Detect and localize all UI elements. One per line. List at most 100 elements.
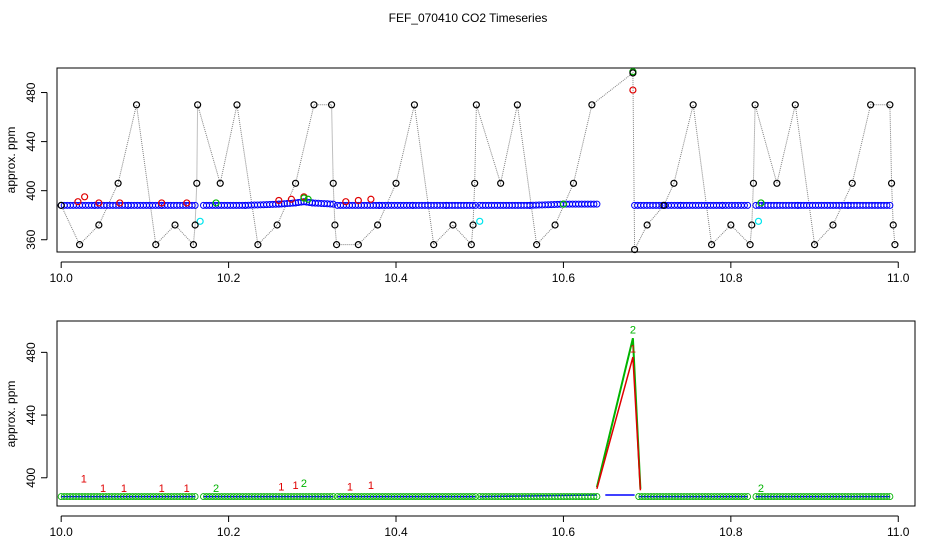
red-point-label: 1 — [100, 483, 106, 495]
green-point — [472, 493, 479, 501]
spike-point — [670, 179, 678, 187]
baseline-point — [472, 201, 480, 209]
p2-y-tick-label: 480 — [24, 342, 38, 362]
panel-bottom-x-axis: 10.0 10.2 10.4 10.6 10.8 11.0 — [50, 515, 910, 539]
p1-x-tick-label: 11.0 — [887, 271, 910, 285]
panel-bottom-y-axis: 400 440 480 — [24, 342, 48, 488]
spike-point — [551, 221, 559, 229]
p1-y-tick-label: 400 — [24, 180, 38, 200]
panel-bottom-ylabel: approx. ppm — [4, 381, 18, 448]
spike-point — [629, 69, 637, 77]
red-point — [629, 86, 637, 94]
spike-point — [569, 179, 578, 187]
baseline-point — [326, 200, 334, 208]
p1-x-tick-label: 10.2 — [217, 271, 241, 285]
p2-y-tick-label: 400 — [24, 467, 38, 487]
spike-point — [848, 179, 856, 187]
red-point — [367, 195, 375, 203]
spike-point — [449, 221, 457, 229]
p2-x-tick-label: 10.8 — [719, 525, 743, 539]
red-point — [183, 199, 191, 207]
red-point — [275, 196, 283, 205]
spike-point — [273, 221, 281, 229]
spike-point — [749, 179, 758, 187]
red-point-label: 1 — [630, 343, 636, 355]
red-point-label: 1 — [81, 473, 87, 485]
spike-point — [114, 179, 122, 187]
green-point — [191, 493, 199, 501]
spike-point — [193, 179, 201, 187]
spike-point — [430, 241, 438, 249]
p1-y-tick-label: 360 — [24, 229, 38, 249]
spike-point — [751, 101, 759, 109]
spike-point — [410, 101, 419, 109]
baseline-point — [593, 200, 601, 208]
green-point-label: 2 — [213, 483, 219, 495]
red-point-label: 1 — [293, 480, 299, 492]
red-point — [158, 199, 166, 207]
spike-point — [152, 241, 160, 249]
spike-point — [773, 179, 781, 187]
spike-point — [791, 101, 799, 109]
green-point — [300, 194, 308, 202]
spike-point — [95, 221, 103, 229]
spike-point — [191, 221, 199, 229]
spike-point — [472, 101, 480, 109]
p2-x-tick-label: 10.6 — [552, 525, 576, 539]
baseline-point — [191, 201, 199, 209]
panel-bottom-frame — [56, 320, 916, 507]
baseline-point — [886, 201, 894, 209]
baseline-point — [740, 201, 748, 209]
spike-point — [867, 101, 875, 109]
spike-point — [467, 241, 475, 249]
baseline-point — [329, 200, 337, 208]
green-point-label: 2 — [758, 483, 764, 495]
spike-point — [233, 101, 241, 109]
panel-top-frame — [56, 67, 916, 253]
green-point — [326, 493, 334, 501]
red-point-label: 1 — [347, 481, 353, 493]
green-point — [329, 493, 337, 501]
spike-point — [76, 241, 84, 249]
p1-x-tick-label: 10.8 — [719, 271, 743, 285]
red-point-label: 1 — [121, 483, 127, 495]
spike-point — [746, 241, 754, 249]
cyan-point — [754, 217, 763, 225]
spike-connector-line — [60, 71, 896, 250]
red-point — [81, 193, 89, 201]
p1-x-tick-label: 10.6 — [552, 271, 576, 285]
red-point-label: 1 — [368, 480, 374, 492]
p1-x-tick-label: 10.0 — [50, 271, 74, 285]
green-point — [304, 195, 312, 203]
panel-top-x-axis: 10.0 10.2 10.4 10.6 10.8 11.0 — [50, 261, 910, 285]
spike-point — [469, 221, 477, 229]
panel-top-marks — [57, 68, 899, 254]
red-point — [74, 198, 82, 206]
green-point-label: 2 — [630, 325, 636, 337]
red-point-label: 1 — [278, 481, 284, 493]
green-point — [590, 493, 598, 501]
spike-point — [829, 221, 837, 229]
p1-y-tick-label: 480 — [24, 82, 38, 102]
figure-title: FEF_070410 CO2 Timeseries — [389, 11, 548, 25]
spike-point — [497, 179, 505, 187]
spike-point — [194, 101, 202, 109]
spike-point — [189, 241, 198, 249]
spike-point — [329, 179, 337, 187]
spike-point — [254, 241, 262, 249]
spike-point — [132, 101, 141, 109]
p1-y-tick-label: 440 — [24, 131, 38, 151]
p2-y-tick-label: 440 — [24, 405, 38, 425]
spike-point — [727, 221, 735, 229]
spike-point — [707, 241, 716, 249]
spike-point — [748, 221, 756, 229]
panel-top-ylabel: approx. ppm — [4, 127, 18, 194]
spike-point — [588, 101, 596, 109]
green-point — [469, 493, 476, 501]
baseline-point — [469, 201, 477, 209]
green-point — [883, 493, 891, 501]
green-point — [188, 493, 196, 501]
spike-point — [354, 241, 362, 249]
